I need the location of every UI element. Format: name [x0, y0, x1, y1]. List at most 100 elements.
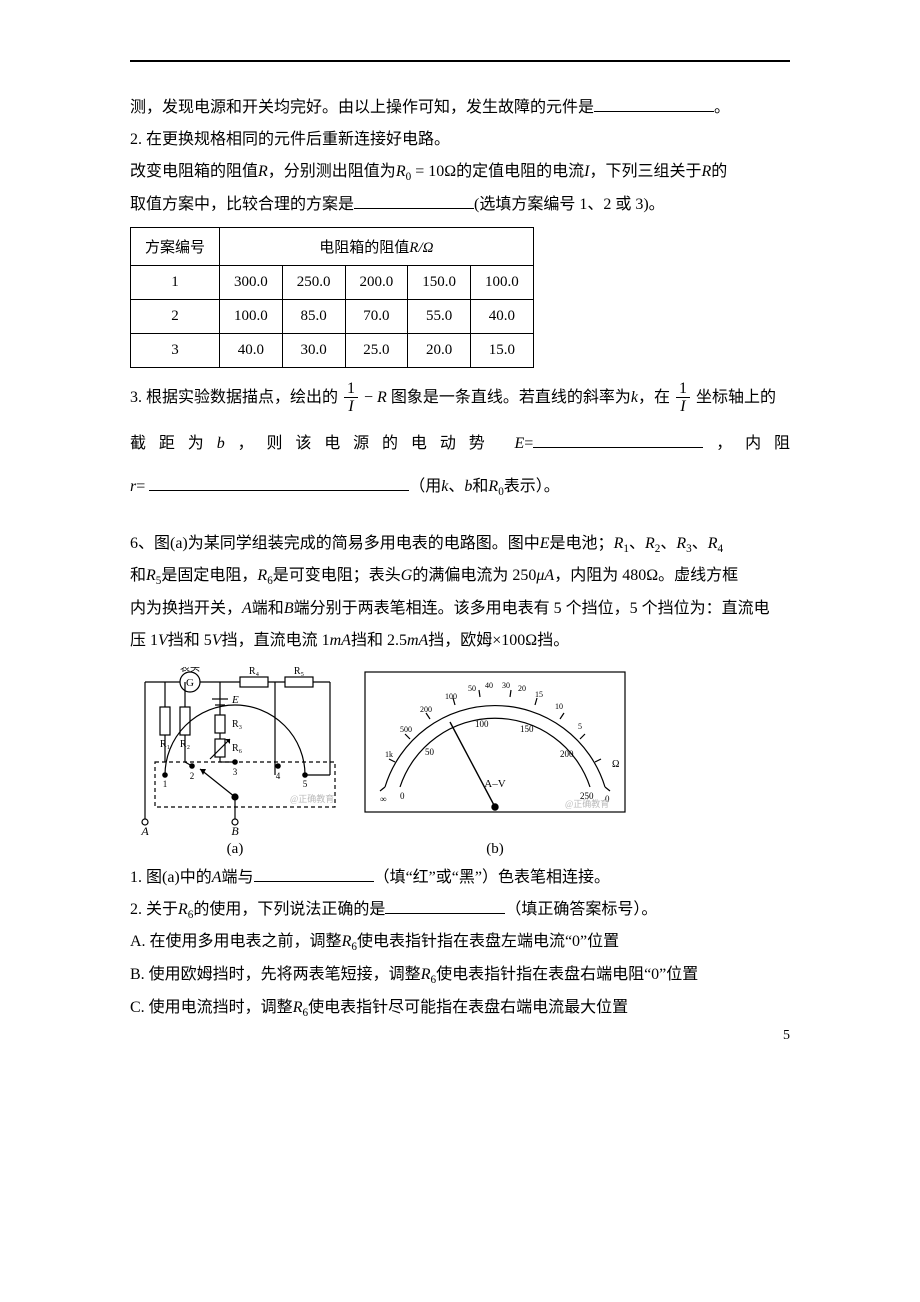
- q6-sub2: 2. 关于R6的使用，下列说法正确的是（填正确答案标号）。: [130, 894, 790, 927]
- var-R1: R1: [614, 535, 629, 552]
- text: 端分别于两表笔相连。该多用电表有 5 个挡位，5 个挡位为：直流电: [294, 600, 770, 617]
- var-R6: R6: [342, 933, 357, 950]
- svg-text:A–V: A–V: [484, 778, 505, 790]
- text: C. 使用电流挡时，调整: [130, 999, 293, 1016]
- text: 的定值电阻的电流: [456, 163, 584, 180]
- var-R3: R3: [676, 535, 691, 552]
- cell: 100.0: [471, 265, 534, 299]
- table-header-row: 方案编号 电阻箱的阻值R/Ω: [131, 227, 534, 265]
- svg-text:15: 15: [535, 690, 543, 699]
- svg-text:100: 100: [475, 719, 489, 729]
- svg-text:3: 3: [233, 767, 238, 777]
- text: ，内阻为 480Ω。虚线方框: [554, 567, 738, 584]
- svg-text:200: 200: [560, 749, 574, 759]
- sep: 、: [629, 535, 645, 552]
- num: 1: [344, 380, 358, 399]
- var-E: E: [515, 435, 525, 452]
- text: 3. 根据实验数据描点，绘出的: [130, 388, 338, 405]
- cell: 250.0: [282, 265, 345, 299]
- th-values: 电阻箱的阻值R/Ω: [220, 227, 534, 265]
- q6-optC: C. 使用电流挡时，调整R6使电表指针尽可能指在表盘右端电流最大位置: [130, 992, 790, 1025]
- svg-text:30: 30: [502, 681, 510, 690]
- cell: 3: [131, 333, 220, 367]
- text: 压 1: [130, 632, 158, 649]
- cell: 300.0: [220, 265, 283, 299]
- svg-text:R₆: R₆: [232, 743, 243, 754]
- sym: R: [396, 163, 406, 180]
- unit-mA: mA: [407, 632, 428, 649]
- svg-text:表头: 表头: [180, 667, 200, 674]
- sym: R: [178, 901, 188, 918]
- cell: 85.0: [282, 299, 345, 333]
- text: 截距为: [130, 435, 217, 452]
- q6-intro-line1: 6、图(a)为某同学组装完成的简易多用电表的电路图。图中E是电池；R1、R2、R…: [130, 528, 790, 561]
- top-rule: [130, 60, 790, 62]
- q5-line2: 2. 在更换规格相同的元件后重新连接好电路。: [130, 124, 790, 156]
- sep: 、: [448, 478, 464, 495]
- svg-text:50: 50: [468, 684, 476, 693]
- unit-mA: mA: [330, 632, 351, 649]
- q6-optA: A. 在使用多用电表之前，调整R6使电表指针指在表盘左端电流“0”位置: [130, 926, 790, 959]
- q5-line1: 测，发现电源和开关均完好。由以上操作可知，发生故障的元件是。: [130, 92, 790, 124]
- watermark: @正确教育: [565, 798, 609, 809]
- table-row: 1 300.0 250.0 200.0 150.0 100.0: [131, 265, 534, 299]
- text: （填正确答案标号）。: [505, 901, 657, 918]
- svg-text:2: 2: [190, 771, 195, 781]
- text: (选填方案编号 1、2 或 3)。: [474, 196, 665, 213]
- svg-text:200: 200: [420, 705, 432, 714]
- blank: [594, 95, 714, 112]
- sym: R: [708, 535, 718, 552]
- text: 取值方案中，比较合理的方案是: [130, 196, 354, 213]
- svg-text:0: 0: [400, 791, 405, 801]
- text: 使电表指针指在表盘左端电流“0”位置: [357, 933, 619, 950]
- text: 和: [472, 478, 488, 495]
- q6-intro-line3: 内为换挡开关，A端和B端分别于两表笔相连。该多用电表有 5 个挡位，5 个挡位为…: [130, 593, 790, 625]
- svg-text:B: B: [231, 824, 239, 837]
- den: I: [676, 398, 690, 416]
- figure-a: G 表头 R₄ R₅ A R₁ R₂: [130, 667, 340, 858]
- q6-intro-line2: 和R5是固定电阻，R6是可变电阻；表头G的满偏电流为 250μA，内阻为 480…: [130, 560, 790, 593]
- fraction-1-over-I: 1I: [344, 380, 358, 416]
- svg-text:Ω: Ω: [612, 759, 619, 770]
- text: 和: [130, 567, 146, 584]
- svg-text:10: 10: [555, 702, 563, 711]
- sep: 、: [660, 535, 676, 552]
- text: 6、图(a)为某同学组装完成的简易多用电表的电路图。图中: [130, 535, 540, 552]
- cell: 100.0: [220, 299, 283, 333]
- blank: [385, 897, 505, 914]
- cell: 20.0: [408, 333, 471, 367]
- var-R0: R0: [488, 478, 503, 495]
- sym: R: [488, 478, 498, 495]
- svg-text:R₃: R₃: [232, 719, 242, 730]
- svg-text:4: 4: [276, 771, 281, 781]
- var-R6: R6: [293, 999, 308, 1016]
- q5-line4: 取值方案中，比较合理的方案是 (选填方案编号 1、2 或 3)。: [130, 189, 790, 221]
- svg-text:5: 5: [303, 779, 308, 789]
- var-R6: R6: [257, 567, 272, 584]
- text: A. 在使用多用电表之前，调整: [130, 933, 342, 950]
- svg-text:1k: 1k: [385, 750, 393, 759]
- blank: [254, 865, 374, 882]
- var-R: R: [258, 163, 268, 180]
- meter-dial: ∞ 1k 500 200 100 50 40 30 20 15 10 5 0 Ω…: [360, 667, 630, 837]
- sym: R: [146, 567, 156, 584]
- text: ，下列三组关于: [589, 163, 701, 180]
- var-E: E: [540, 535, 550, 552]
- text: 挡和 2.5: [351, 632, 407, 649]
- caption-a: (a): [227, 841, 244, 858]
- text: 挡，直流电流 1: [222, 632, 330, 649]
- cell: 55.0: [408, 299, 471, 333]
- figure-row: G 表头 R₄ R₅ A R₁ R₂: [130, 667, 790, 858]
- cell: 40.0: [220, 333, 283, 367]
- cell: 25.0: [345, 333, 408, 367]
- sym: R: [293, 999, 303, 1016]
- svg-text:R₂: R₂: [180, 739, 190, 750]
- text: 使电表指针尽可能指在表盘右端电流最大位置: [308, 999, 628, 1016]
- caption-b: (b): [486, 841, 504, 858]
- blank: [533, 431, 703, 448]
- var-R5: R5: [146, 567, 161, 584]
- var-R: R: [701, 163, 711, 180]
- svg-text:R₁: R₁: [160, 739, 170, 750]
- var-R6: R6: [421, 966, 436, 983]
- den: I: [344, 398, 358, 416]
